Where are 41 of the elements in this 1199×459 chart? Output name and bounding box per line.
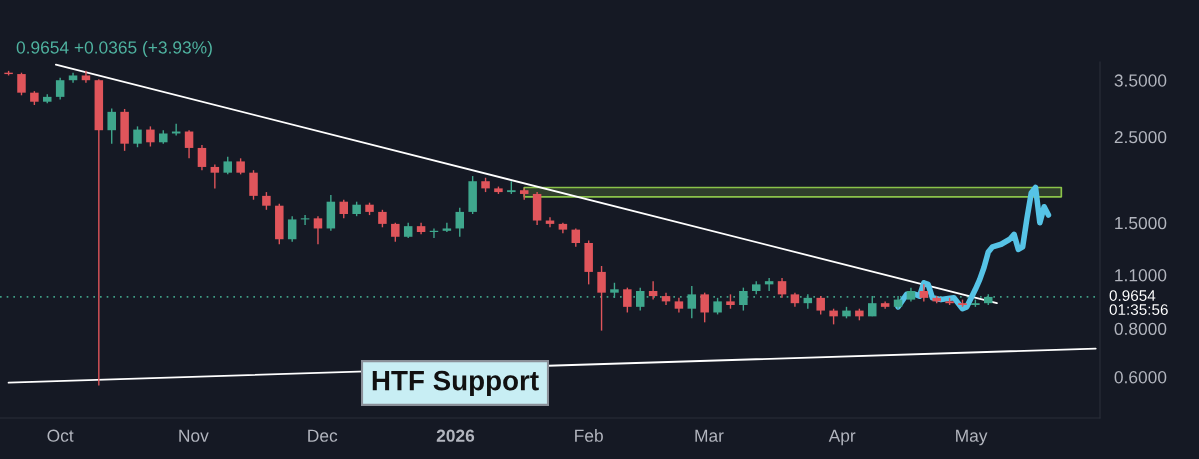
- x-tick-label: Nov: [179, 429, 209, 442]
- x-tick-label: Dec: [308, 429, 338, 442]
- x-tick-label: 2026: [436, 429, 475, 442]
- y-tick-label: 1.5000: [1115, 216, 1167, 230]
- y-tick-label: 2.5000: [1114, 130, 1167, 144]
- candlestick: [391, 222, 400, 243]
- candlestick: [455, 207, 465, 238]
- candlestick: [648, 280, 658, 301]
- candlestick: [197, 144, 207, 171]
- x-tick-label: Mar: [695, 429, 724, 442]
- candlestick: [313, 215, 323, 245]
- candlestick: [249, 169, 258, 201]
- x-tick-label: Oct: [47, 429, 74, 442]
- y-tick-label: 3.5000: [1114, 74, 1167, 87]
- candlestick: [146, 125, 155, 148]
- x-tick-label: Feb: [575, 429, 603, 442]
- x-tick-label: May: [956, 429, 988, 446]
- annotation: HTF Support: [372, 370, 539, 396]
- y-tick-label: 0.8000: [1114, 322, 1167, 335]
- candlestick: [107, 107, 116, 145]
- candlestick: [739, 286, 748, 312]
- x-tick-label: Apr: [828, 429, 856, 446]
- text: 01:35:56: [1109, 304, 1168, 315]
- candlestick: [700, 291, 709, 324]
- candlestick: [623, 286, 632, 314]
- ref-line-label: 0.9654: [1109, 290, 1156, 301]
- candlestick: [17, 71, 26, 96]
- candlestick: [287, 215, 297, 243]
- candlestick: [571, 227, 581, 248]
- candlestick: [133, 125, 142, 148]
- candlestick: [597, 265, 606, 332]
- candlestick: [816, 295, 825, 316]
- candlestick: [184, 129, 194, 160]
- y-tick-label: 0.6000: [1114, 371, 1167, 384]
- candlestick: [55, 77, 65, 101]
- y-tick-label: 1.1000: [1115, 269, 1167, 282]
- text: 0.9654 +0.0365 (+3.93%): [16, 40, 212, 58]
- candlestick: [442, 222, 452, 233]
- candlestick: [339, 199, 348, 220]
- candlestick: [777, 277, 787, 299]
- candlestick: [210, 163, 220, 190]
